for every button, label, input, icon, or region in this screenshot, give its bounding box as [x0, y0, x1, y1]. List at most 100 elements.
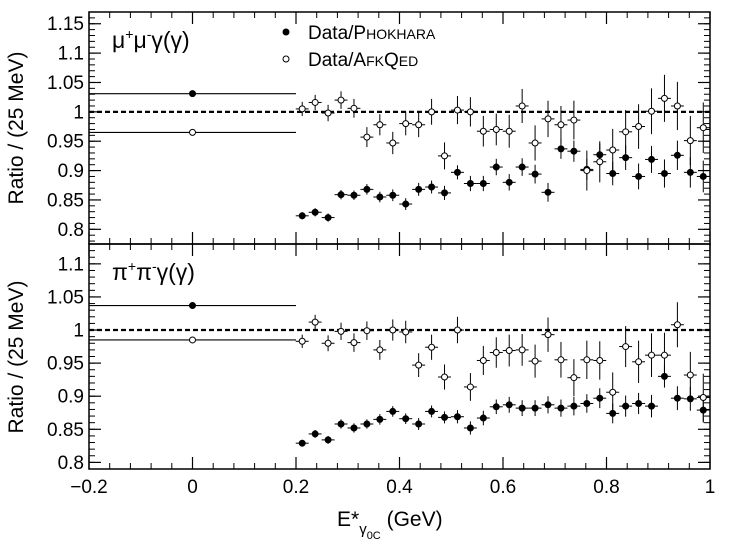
point-filled [441, 189, 449, 197]
top-y-axis-label: Ratio / (25 MeV) [5, 52, 28, 205]
point-open [518, 346, 526, 354]
point-filled [350, 424, 358, 432]
point-filled [466, 424, 474, 432]
point-filled [518, 404, 526, 412]
point-open [415, 121, 423, 129]
point-filled [376, 415, 384, 423]
x-tick-label: 0.2 [283, 477, 309, 498]
point-open [635, 358, 643, 366]
point-filled [492, 163, 500, 171]
point-open [389, 139, 397, 147]
top-panel-title: μ+μ-γ(γ) [112, 26, 190, 53]
point-filled [298, 212, 306, 220]
point-open [350, 339, 358, 347]
point-filled [402, 415, 410, 423]
point-filled [324, 214, 332, 222]
legend-label-phokhara: Data/PHOKHARA [308, 23, 436, 44]
x-tick-label: −0.2 [70, 477, 108, 498]
point-filled [648, 402, 656, 410]
y-tick-label: 0.8 [58, 220, 84, 241]
point-filled [531, 404, 539, 412]
point-filled [596, 394, 604, 402]
point-open [311, 318, 319, 326]
point-filled [337, 191, 345, 199]
top-y-ticks: 0.8 0.85 0.9 0.95 1 1.05 1.1 1.15 [47, 11, 711, 244]
x-ticks: −0.2 0 0.2 0.4 0.6 0.8 1 [70, 477, 715, 498]
legend-item-afkqed: Data/AFKQED [282, 50, 418, 71]
point-open [583, 356, 591, 364]
point-open [505, 347, 513, 355]
point-open [453, 326, 461, 334]
point-open [505, 127, 513, 135]
y-tick-label: 1.1 [58, 44, 84, 65]
x-axis-label: E*γ0C (GeV) [337, 508, 443, 542]
point-open [583, 167, 591, 175]
point-open [518, 102, 526, 110]
top-panel: 0.8 0.85 0.9 0.95 1 1.05 1.1 1.15 μ+μ-γ(γ) Data… [5, 11, 711, 245]
point-open [324, 339, 332, 347]
point-filled [518, 163, 526, 171]
x-tick-label: 0 [187, 477, 198, 498]
point-filled [686, 168, 694, 176]
y-tick-label: 1.15 [47, 14, 84, 35]
point-filled [699, 172, 707, 180]
legend-marker-open [282, 55, 290, 63]
point-filled [557, 145, 565, 153]
point-open [402, 120, 410, 128]
point-filled [570, 402, 578, 410]
y-tick-label: 0.8 [58, 453, 84, 474]
bottom-panel: 0.8 0.85 0.9 0.95 1 1.05 1.1 −0.2 0 0.2 0.4 0.6 0.8… [5, 243, 715, 498]
point-open [389, 326, 397, 334]
point-open [622, 128, 630, 136]
point-filled [635, 399, 643, 407]
point-filled [428, 407, 436, 415]
point-filled [531, 170, 539, 178]
point-open [402, 328, 410, 336]
point-filled [415, 420, 423, 428]
y-tick-label: 0.95 [47, 132, 84, 153]
point-open [479, 127, 487, 135]
point-open [609, 146, 617, 154]
point-filled [415, 185, 423, 193]
point-filled [583, 399, 591, 407]
point-open [699, 394, 707, 402]
point-filled [324, 436, 332, 444]
point-open [635, 123, 643, 131]
point-open [415, 361, 423, 369]
bottom-y-ticks: 0.8 0.85 0.9 0.95 1 1.05 1.1 [47, 243, 711, 474]
x-tick-label: 0.8 [593, 477, 619, 498]
point-filled [441, 413, 449, 421]
point-open [350, 104, 358, 112]
point-open [570, 116, 578, 124]
point-filled [402, 200, 410, 208]
point-filled [350, 191, 358, 199]
point-filled [311, 208, 319, 216]
point-filled [311, 430, 319, 438]
y-tick-label: 0.95 [47, 354, 84, 375]
bottom-panel-title: π+π-γ(γ) [112, 258, 195, 285]
x-tick-label: 1 [705, 477, 716, 498]
point-filled [479, 414, 487, 422]
point-filled [622, 154, 630, 162]
point-open [699, 124, 707, 132]
y-tick-label: 0.85 [47, 190, 84, 211]
point-open [660, 94, 668, 102]
point-open [376, 121, 384, 129]
point-open [337, 96, 345, 104]
point-open [686, 137, 694, 145]
point-open [466, 383, 474, 391]
point-filled [389, 191, 397, 199]
point-filled [298, 439, 306, 447]
point-open [441, 373, 449, 381]
point-open [544, 331, 552, 339]
point-open [428, 108, 436, 116]
point-open [466, 108, 474, 116]
point-filled [673, 151, 681, 159]
point-filled [635, 172, 643, 180]
point-open [648, 107, 656, 115]
point-filled [648, 155, 656, 163]
point-open [337, 327, 345, 335]
point-open [660, 351, 668, 359]
point-filled [505, 401, 513, 409]
